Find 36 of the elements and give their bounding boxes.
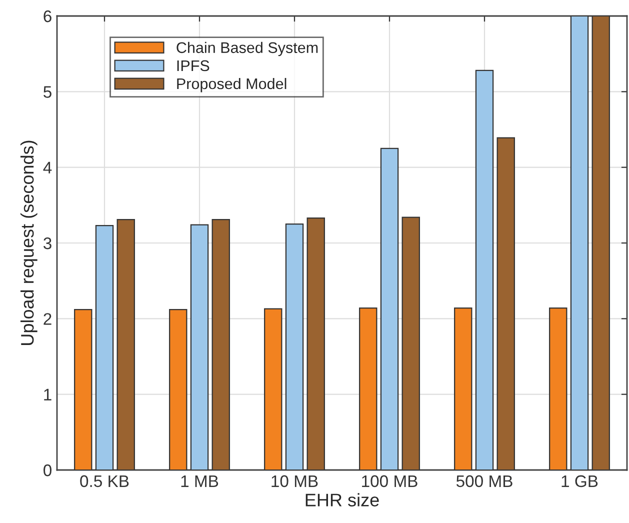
x-tick-label: 1 GB (562, 475, 598, 488)
bar (549, 308, 568, 470)
legend-label: IPFS (177, 60, 210, 72)
x-tick-label: 500 MB (456, 475, 512, 488)
x-tick-label: 100 MB (362, 475, 418, 488)
bar (496, 137, 515, 470)
y-tick-label: 5 (44, 86, 52, 98)
x-tick-label: 10 MB (272, 475, 318, 488)
y-tick-label: 1 (44, 388, 52, 400)
y-tick-label: 0 (44, 464, 52, 476)
x-axis-title: EHR size (306, 493, 379, 506)
legend-label: Chain Based System (176, 42, 318, 56)
y-tick-label: 2 (44, 313, 52, 325)
bar (285, 224, 304, 470)
bar (264, 308, 282, 470)
bar (169, 309, 188, 470)
bar (402, 216, 420, 470)
y-tick-label: 6 (44, 10, 52, 22)
y-tick-label: 3 (44, 237, 52, 250)
legend-label: Proposed Model (177, 78, 286, 92)
bar (74, 309, 92, 470)
bar (95, 225, 114, 470)
bar (380, 148, 399, 470)
bar (592, 16, 610, 470)
x-tick-label: 0.5 KB (80, 475, 129, 488)
bar (570, 16, 589, 470)
y-axis-title: Upload request (seconds) (20, 140, 38, 345)
bar (190, 224, 209, 470)
bar (454, 308, 472, 470)
bar (212, 218, 230, 470)
bar (306, 217, 325, 470)
x-tick-label: 1 MB (181, 475, 218, 487)
bar (475, 70, 494, 470)
bar (359, 308, 378, 470)
y-tick-label: 4 (43, 162, 52, 174)
bar (116, 218, 135, 470)
